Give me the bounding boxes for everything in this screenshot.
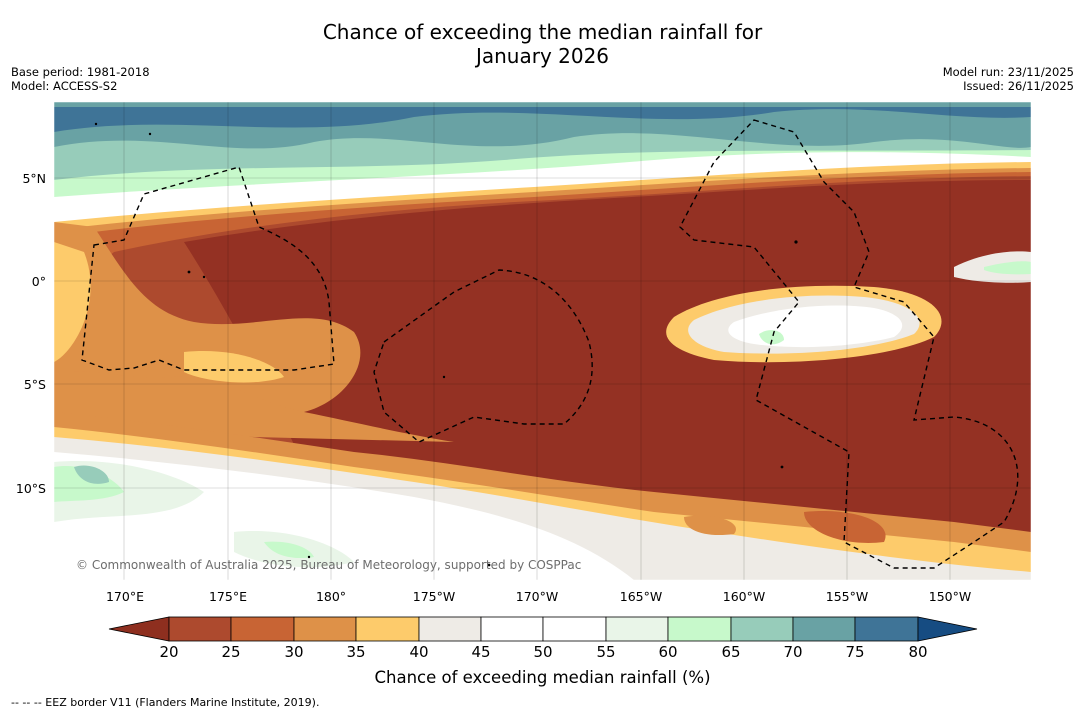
colorbar-tick-50: 50 [533, 643, 553, 661]
lon-label-180: 180° [315, 589, 347, 604]
lon-label-170w: 170°W [515, 589, 559, 604]
colorbar-bin-30-35 [293, 616, 357, 642]
dry-patch-35 [184, 351, 284, 383]
dry-southeast-patch [684, 515, 736, 536]
colorbar-bin-25-30 [230, 616, 295, 642]
colorbar [108, 616, 978, 642]
issued-date: Issued: 26/11/2025 [963, 79, 1074, 93]
wet-south-patch-65 [264, 541, 314, 559]
lon-label-175e: 175°E [208, 589, 247, 604]
colorbar-tick-30: 30 [284, 643, 304, 661]
colorbar-bin-60-65 [667, 616, 732, 642]
wet-south-65 [54, 466, 124, 502]
lon-label-175w: 175°W [412, 589, 456, 604]
colorbar-tick-20: 20 [159, 643, 179, 661]
eez-line-islands [679, 119, 1019, 569]
lat-label-5n: 5°N [22, 171, 46, 186]
colorbar-bin-40-45 [418, 616, 482, 642]
colorbar-label: Chance of exceeding median rainfall (%) [374, 668, 711, 687]
lat-label-5s: 5°S [23, 377, 46, 392]
rainfall-probability-map [54, 102, 1031, 580]
lon-label-150w: 150°W [928, 589, 972, 604]
colorbar-extend-low [108, 616, 170, 642]
colorbar-tick-80: 80 [908, 643, 928, 661]
lon-label-160w: 160°W [722, 589, 766, 604]
wet-south-70 [74, 465, 109, 484]
colorbar-bin-20-25 [168, 616, 232, 642]
base-period: Base period: 1981-2018 [11, 65, 150, 79]
map-title: Chance of exceeding the median rainfall … [0, 20, 1085, 68]
lat-label-10s: 10°S [15, 481, 46, 496]
colorbar-tick-70: 70 [783, 643, 803, 661]
model-name: Model: ACCESS-S2 [11, 79, 118, 93]
eez-borders [81, 119, 1019, 569]
colorbar-tick-65: 65 [721, 643, 741, 661]
lon-label-165w: 165°W [619, 589, 663, 604]
very-wet-north [54, 107, 1031, 132]
colorbar-bin-75-80 [854, 616, 919, 642]
colorbar-tick-25: 25 [221, 643, 241, 661]
colorbar-tick-55: 55 [596, 643, 616, 661]
eez-phoenix [373, 269, 593, 443]
dry-west-35 [54, 242, 91, 362]
title-line-2: January 2026 [475, 44, 610, 68]
lat-label-0: 0° [31, 274, 46, 289]
colorbar-bin-65-70 [730, 616, 794, 642]
lon-label-170e: 170°E [105, 589, 144, 604]
eez-footnote: -- -- -- EEZ border V11 (Flanders Marine… [11, 696, 320, 709]
colorbar-bin-35-40 [355, 616, 420, 642]
wet-east-65 [759, 330, 784, 345]
colorbar-tick-45: 45 [471, 643, 491, 661]
colorbar-extend-high [917, 616, 978, 642]
colorbar-tick-35: 35 [346, 643, 366, 661]
colorbar-bin-45-50 [480, 616, 544, 642]
islands [94, 122, 798, 567]
meta-left: Base period: 1981-2018 Model: ACCESS-S2 [11, 65, 150, 93]
colorbar-tick-60: 60 [658, 643, 678, 661]
colorbar-tick-75: 75 [845, 643, 865, 661]
copyright-notice: © Commonwealth of Australia 2025, Bureau… [76, 558, 582, 572]
colorbar-bin-55-60 [605, 616, 669, 642]
meta-right: Model run: 23/11/2025 Issued: 26/11/2025 [943, 65, 1074, 93]
title-line-1: Chance of exceeding the median rainfall … [322, 20, 763, 44]
colorbar-tick-40: 40 [409, 643, 429, 661]
colorbar-bin-70-75 [792, 616, 856, 642]
gridlines [54, 102, 1031, 580]
neutral-south-50 [54, 452, 634, 580]
lon-label-155w: 155°W [825, 589, 869, 604]
model-run: Model run: 23/11/2025 [942, 65, 1074, 79]
colorbar-bin-50-55 [542, 616, 607, 642]
wet-east-edge-65 [984, 261, 1031, 275]
